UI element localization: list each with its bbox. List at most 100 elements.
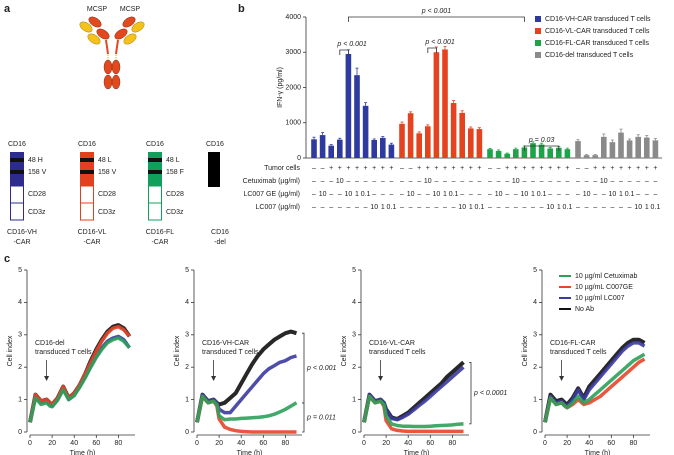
x-tick-label: 40 bbox=[237, 440, 245, 447]
condition-cell: – bbox=[548, 178, 552, 185]
bar bbox=[468, 128, 474, 158]
condition-cell: + bbox=[619, 165, 623, 172]
row-label: Cetuximab (µg/ml) bbox=[243, 178, 300, 185]
x-tick-label: 40 bbox=[404, 440, 412, 447]
p-value: p < 0.001 bbox=[421, 8, 451, 15]
bar bbox=[319, 135, 326, 158]
condition-cell: 1 bbox=[443, 191, 447, 198]
x-tick-label: 0 bbox=[195, 440, 199, 447]
construct-stripe bbox=[148, 170, 162, 174]
x-tick-label: 20 bbox=[215, 440, 223, 447]
x-tick-label: 20 bbox=[382, 440, 390, 447]
condition-cell: – bbox=[522, 178, 526, 185]
construct-stripe bbox=[10, 158, 24, 162]
series-line bbox=[543, 352, 646, 423]
condition-cell: + bbox=[417, 165, 421, 172]
segment-label: CD28 bbox=[28, 191, 46, 198]
condition-cell: – bbox=[443, 204, 447, 211]
construct-name: CD16 bbox=[211, 229, 229, 236]
y-tick-label: 5 bbox=[18, 267, 22, 274]
bar bbox=[652, 140, 659, 158]
condition-cell: – bbox=[355, 178, 359, 185]
condition-cell: – bbox=[565, 178, 569, 185]
construct-domain bbox=[208, 152, 220, 187]
condition-cell: + bbox=[514, 165, 518, 172]
condition-cell: – bbox=[645, 191, 649, 198]
significance-bracket bbox=[302, 402, 305, 433]
condition-cell: + bbox=[460, 165, 464, 172]
condition-cell: – bbox=[460, 191, 464, 198]
p-value: p = 0.03 bbox=[528, 137, 555, 144]
condition-cell: – bbox=[321, 204, 325, 211]
condition-cell: + bbox=[653, 165, 657, 172]
condition-cell: + bbox=[389, 165, 393, 172]
condition-cell: – bbox=[593, 178, 597, 185]
construct-header: CD16 bbox=[206, 141, 224, 148]
x-tick-label: 20 bbox=[563, 440, 571, 447]
condition-cell: 1 bbox=[645, 204, 649, 211]
condition-cell: – bbox=[497, 178, 501, 185]
bar bbox=[644, 137, 650, 158]
condition-cell: 1 bbox=[619, 191, 623, 198]
condition-cell: – bbox=[628, 178, 632, 185]
condition-cell: – bbox=[312, 191, 316, 198]
condition-cell: – bbox=[602, 191, 606, 198]
condition-cell: 10 bbox=[458, 204, 466, 211]
condition-cell: – bbox=[576, 178, 580, 185]
y-axis-label: Cell index bbox=[174, 335, 181, 366]
y-tick-label: 4 bbox=[18, 299, 22, 306]
condition-cell: – bbox=[610, 204, 614, 211]
condition-cell: + bbox=[338, 165, 342, 172]
condition-cell: + bbox=[505, 165, 509, 172]
y-tick-label: 1 bbox=[18, 396, 22, 403]
series-line bbox=[543, 357, 646, 423]
condition-cell: 1 bbox=[469, 204, 473, 211]
construct-stripe bbox=[148, 158, 162, 162]
construct-stripe bbox=[80, 158, 94, 162]
p-value: p < 0.001 bbox=[306, 365, 336, 372]
condition-cell: + bbox=[531, 165, 535, 172]
panel-title: transduced T cells bbox=[550, 349, 607, 356]
x-tick-label: 60 bbox=[426, 440, 434, 447]
condition-cell: – bbox=[469, 178, 473, 185]
row-label: LC007 (µg/ml) bbox=[256, 204, 301, 211]
row-label: LC007 GE (µg/ml) bbox=[243, 191, 300, 198]
x-axis-label: Time (h) bbox=[404, 450, 430, 455]
antigen-label: MCSP bbox=[120, 6, 141, 13]
condition-cell: – bbox=[400, 204, 404, 211]
construct-name: -CAR bbox=[83, 239, 100, 246]
condition-cell: – bbox=[488, 204, 492, 211]
y-tick-label: 2 bbox=[352, 364, 356, 371]
segment-label: 158 V bbox=[98, 169, 117, 176]
series-line bbox=[28, 336, 131, 423]
condition-cell: – bbox=[389, 191, 393, 198]
significance-bracket bbox=[339, 49, 349, 55]
arrow-head bbox=[559, 376, 565, 381]
condition-cell: 10 bbox=[407, 191, 415, 198]
condition-cell: – bbox=[514, 204, 518, 211]
y-tick-label: 0 bbox=[297, 155, 301, 162]
condition-cell: – bbox=[585, 165, 589, 172]
condition-cell: – bbox=[329, 204, 333, 211]
condition-cell: – bbox=[477, 191, 481, 198]
condition-cell: – bbox=[540, 178, 544, 185]
bar bbox=[521, 147, 528, 158]
y-tick-label: 1 bbox=[185, 396, 189, 403]
y-axis-label: IFN-γ (pg/ml) bbox=[277, 67, 284, 108]
y-tick-label: 0 bbox=[185, 429, 189, 436]
x-tick-label: 80 bbox=[449, 440, 457, 447]
y-tick-label: 3 bbox=[533, 332, 537, 339]
condition-cell: + bbox=[628, 165, 632, 172]
condition-cell: – bbox=[593, 204, 597, 211]
y-tick-label: 2 bbox=[185, 364, 189, 371]
condition-cell: – bbox=[389, 178, 393, 185]
condition-cell: – bbox=[497, 165, 501, 172]
construct-name: -del bbox=[214, 239, 226, 246]
series-line bbox=[362, 360, 465, 423]
condition-cell: – bbox=[557, 178, 561, 185]
condition-cell: + bbox=[381, 165, 385, 172]
segment-label: 158 V bbox=[28, 169, 47, 176]
bar bbox=[371, 140, 377, 158]
x-axis-label: Time (h) bbox=[237, 450, 263, 455]
